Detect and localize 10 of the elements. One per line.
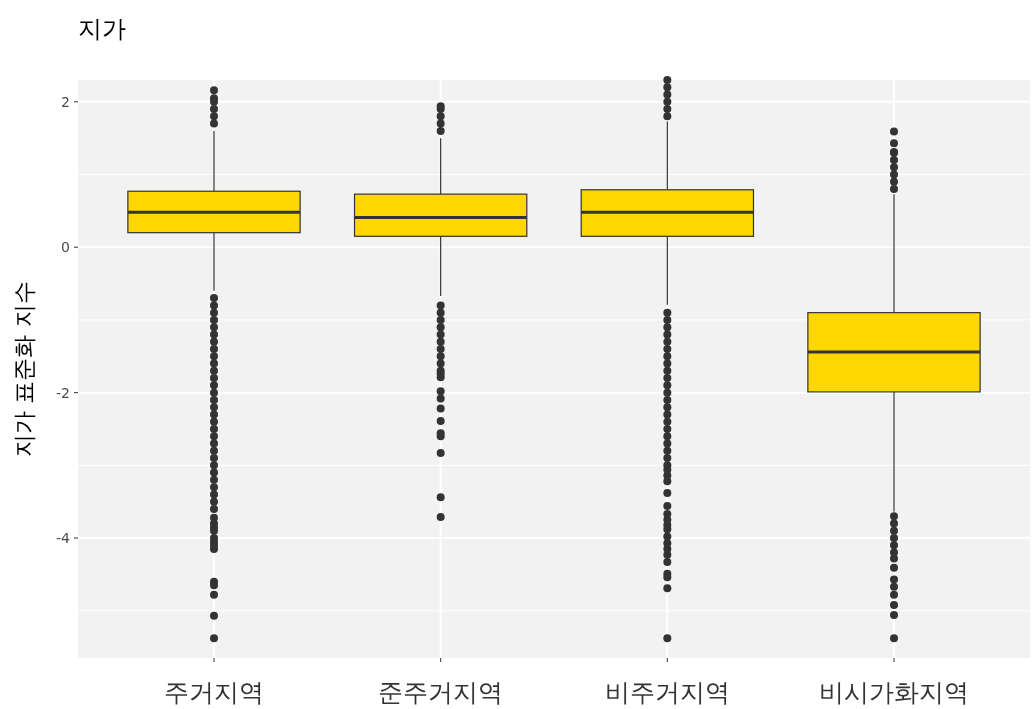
x-tick-label: 주거지역 [164, 678, 264, 707]
y-tick-label: 0 [61, 239, 70, 256]
x-tick-label: 비시가화지역 [819, 678, 969, 707]
y-tick-label: -4 [56, 530, 71, 547]
x-tick-label: 준주거지역 [378, 678, 504, 707]
y-tick-label: -2 [56, 384, 70, 401]
y-axis-title: 지가 표준화 지수 [11, 281, 37, 457]
chart-title: 지가 [78, 15, 126, 43]
y-tick-label: 2 [61, 93, 70, 110]
x-tick-label: 비주거지역 [604, 678, 730, 707]
